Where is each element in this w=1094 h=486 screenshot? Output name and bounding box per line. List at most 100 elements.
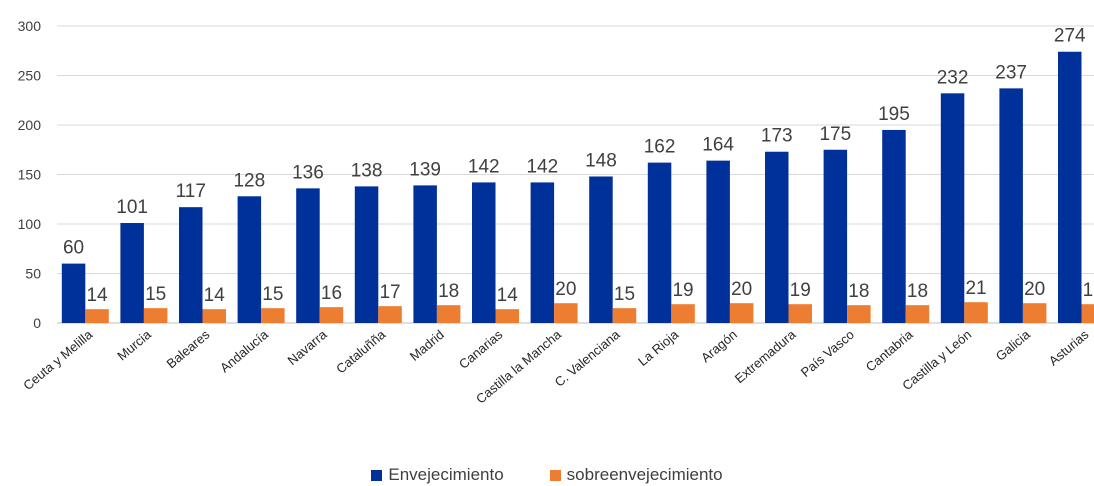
- x-tick-label: Navarra: [285, 326, 331, 368]
- data-label-sobreenvejecimiento: 15: [262, 284, 283, 305]
- data-label-sobreenvejecimiento: 18: [438, 281, 459, 302]
- data-label-sobreenvejecimiento: 14: [497, 285, 519, 306]
- bar-envejecimiento: [940, 93, 965, 323]
- bar-envejecimiento: [999, 88, 1023, 324]
- bar-envejecimiento: [472, 182, 496, 323]
- y-tick-label: 150: [18, 167, 42, 183]
- legend-label-envejecimiento: Envejecimiento: [388, 465, 504, 484]
- bar-sobreenvejecimiento: [85, 309, 109, 323]
- y-tick-label: 300: [18, 18, 42, 34]
- bar-sobreenvejecimiento: [729, 303, 754, 323]
- data-label-sobreenvejecimiento: 18: [907, 281, 928, 302]
- bar-sobreenvejecimiento: [378, 306, 402, 323]
- bar-envejecimiento: [120, 223, 144, 323]
- y-tick-label: 50: [25, 266, 41, 282]
- x-tick-label: Murcia: [114, 326, 154, 363]
- x-tick-label: Andalucía: [217, 326, 272, 375]
- bar-envejecimiento: [589, 176, 613, 323]
- bar-sobreenvejecimiento: [436, 305, 461, 323]
- data-label-envejecimiento: 162: [644, 137, 676, 158]
- data-label-envejecimiento: 274: [1054, 26, 1086, 47]
- y-tick-label: 250: [18, 68, 42, 84]
- x-tick-label: C. Valenciana: [552, 326, 623, 389]
- bar-sobreenvejecimiento: [905, 305, 930, 323]
- legend-swatch-sobreenvejecimiento: [549, 469, 561, 481]
- bar-sobreenvejecimiento: [1081, 304, 1094, 323]
- bar-envejecimiento: [530, 182, 555, 323]
- bar-envejecimiento: [823, 149, 848, 323]
- data-label-sobreenvejecimiento: 18: [848, 281, 869, 302]
- bar-sobreenvejecimiento: [1022, 303, 1047, 323]
- data-label-envejecimiento: 136: [292, 162, 324, 183]
- data-label-envejecimiento: 101: [116, 197, 148, 218]
- bar-envejecimiento: [296, 188, 320, 323]
- bar-envejecimiento: [647, 162, 672, 323]
- bar-sobreenvejecimiento: [847, 305, 871, 323]
- data-label-sobreenvejecimiento: 20: [731, 279, 752, 300]
- x-tick-label: Galicia: [993, 326, 1034, 364]
- x-tick-label: Ceuta y Melilla: [20, 326, 96, 393]
- data-label-envejecimiento: 128: [233, 170, 265, 191]
- bar-envejecimiento: [706, 160, 730, 323]
- legend-item-sobreenvejecimiento: sobreenvejecimiento: [549, 465, 723, 485]
- x-tick-label: Madrid: [407, 327, 447, 364]
- data-label-sobreenvejecimiento: 14: [204, 285, 226, 306]
- gridlines: [57, 25, 1094, 324]
- data-label-sobreenvejecimiento: 20: [555, 279, 576, 300]
- data-label-envejecimiento: 237: [995, 62, 1027, 83]
- x-tick-label: País Vasco: [798, 327, 857, 380]
- y-tick-label: 0: [33, 315, 41, 331]
- data-label-envejecimiento: 138: [351, 160, 383, 181]
- legend-label-sobreenvejecimiento: sobreenvejecimiento: [566, 465, 723, 484]
- bar-sobreenvejecimiento: [319, 307, 344, 323]
- data-label-sobreenvejecimiento: 20: [1024, 279, 1045, 300]
- x-tick-label: Aragón: [698, 327, 740, 365]
- x-tick-label: Cantabria: [863, 326, 916, 374]
- data-label-envejecimiento: 117: [176, 181, 206, 202]
- data-label-envejecimiento: 142: [526, 156, 558, 177]
- y-tick-label: 200: [18, 117, 42, 133]
- data-label-sobreenvejecimiento: 15: [145, 284, 166, 305]
- bar-envejecimiento: [1058, 51, 1082, 324]
- data-label-envejecimiento: 148: [585, 150, 617, 171]
- bar-sobreenvejecimiento: [495, 309, 519, 323]
- y-axis: 0 50 100 150 200 250 300: [18, 18, 42, 331]
- bar-envejecimiento: [765, 151, 789, 323]
- bar-sobreenvejecimiento: [788, 304, 812, 323]
- x-axis: Ceuta y Melilla Murcia Baleares Andalucía Na…: [20, 326, 1092, 406]
- x-tick-label: Extremadura: [732, 326, 799, 386]
- x-tick-label: Asturias: [1046, 326, 1092, 368]
- data-label-sobreenvejecimiento: 16: [321, 283, 342, 304]
- bar-sobreenvejecimiento: [143, 308, 168, 323]
- bar-sobreenvejecimiento: [202, 309, 226, 323]
- data-label-envejecimiento: 173: [761, 126, 793, 147]
- legend-swatch-envejecimiento: [371, 469, 383, 481]
- data-labels: 60 14 101 15 117 14 128 15 136 16 138 17 139 18 142 14 1…: [63, 26, 1094, 306]
- data-label-sobreenvejecimiento: 19: [790, 280, 811, 301]
- bars: [61, 51, 1094, 324]
- bar-envejecimiento: [237, 196, 262, 323]
- bar-envejecimiento: [882, 129, 906, 323]
- data-label-envejecimiento: 195: [878, 104, 910, 125]
- x-tick-label: La Rioja: [635, 326, 682, 369]
- data-label-sobreenvejecimiento: 17: [379, 282, 400, 303]
- bar-sobreenvejecimiento: [261, 308, 285, 323]
- data-label-sobreenvejecimiento: 15: [614, 284, 635, 305]
- x-tick-label: Canarias: [456, 326, 506, 371]
- data-label-envejecimiento: 142: [468, 156, 500, 177]
- data-label-envejecimiento: 175: [819, 124, 851, 145]
- bar-chart: 0 50 100 150 200 250 300 60 14 101 15 117 14 128 15 13…: [18, 18, 1094, 407]
- data-label-envejecimiento: 164: [702, 135, 734, 156]
- data-label-sobreenvejecimiento: 21: [965, 278, 986, 299]
- data-label-envejecimiento: 232: [937, 67, 969, 88]
- data-label-envejecimiento: 60: [63, 238, 84, 259]
- bar-sobreenvejecimiento: [554, 303, 578, 323]
- bar-sobreenvejecimiento: [612, 308, 637, 323]
- bar-envejecimiento: [354, 186, 379, 323]
- x-tick-label: Cataluñña: [333, 326, 389, 376]
- legend: Envejecimiento sobreenvejecimiento: [0, 464, 1094, 486]
- bar-sobreenvejecimiento: [671, 304, 695, 323]
- bar-envejecimiento: [61, 263, 86, 323]
- data-label-sobreenvejecimiento: 19: [672, 280, 693, 301]
- data-label-envejecimiento: 139: [409, 159, 441, 180]
